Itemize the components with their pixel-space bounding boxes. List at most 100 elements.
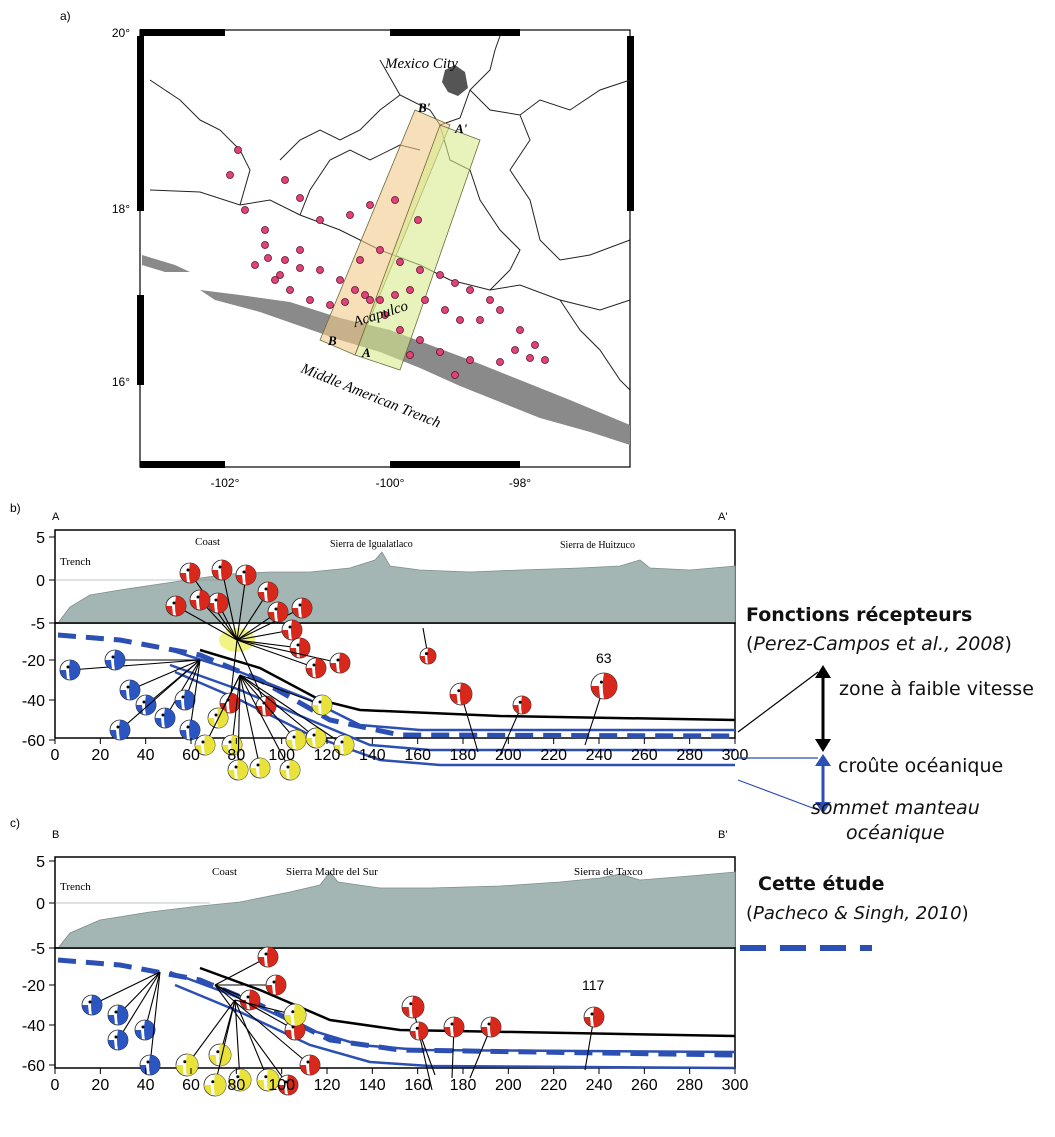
beachball-quadrant <box>411 996 424 1018</box>
x-tick-label: 220 <box>540 747 567 764</box>
beachball-quadrant <box>208 603 215 612</box>
beachball-quadrant <box>82 1005 89 1014</box>
beachball-quadrant <box>591 686 601 698</box>
profile-b-end: A' <box>718 511 727 523</box>
beachball-quadrant <box>275 975 286 995</box>
panel-c-label: c) <box>10 816 20 830</box>
x-tick-label: 40 <box>137 747 155 764</box>
beachball-quadrant <box>229 693 240 713</box>
quake-dot <box>396 326 404 334</box>
beachball-p-axis <box>183 1060 187 1064</box>
beachball-quadrant <box>453 1017 464 1037</box>
oceanic-crust-arrowhead-bottom <box>815 802 831 814</box>
beachball-quadrant <box>175 596 186 616</box>
beachball-p-axis <box>146 1060 150 1064</box>
x-tick-label: 120 <box>314 1077 341 1094</box>
beachball-p-axis <box>415 1026 419 1030</box>
beachball-quadrant <box>213 1074 226 1096</box>
x-tick-label: 80 <box>227 1077 245 1094</box>
beachball-quadrant <box>450 694 458 704</box>
quake-dot <box>296 194 304 202</box>
profile-b-this-study <box>57 632 736 739</box>
beachball-quadrant <box>204 1085 212 1095</box>
beachball-p-axis <box>306 1060 310 1064</box>
beachball-quadrant <box>228 770 235 779</box>
beachball-p-axis <box>286 765 290 769</box>
beachball-p-axis <box>201 740 205 744</box>
profile-c-sierra2-label: Sierra de Taxco <box>574 866 643 878</box>
quake-dot <box>296 264 304 272</box>
beachball-leader <box>239 674 323 706</box>
beachball-leader <box>117 971 161 1041</box>
middle-american-trench <box>200 290 630 445</box>
profile-b-beachballs <box>59 559 618 781</box>
beachball-leader <box>236 639 267 707</box>
x-tick-label: 100 <box>268 1077 295 1094</box>
beachball-p-axis <box>274 607 278 611</box>
y-tick-label: 5 <box>36 530 45 547</box>
quake-dot <box>366 201 374 209</box>
beachball-leader <box>221 569 238 641</box>
beachball-quadrant <box>120 690 127 699</box>
quake-dot <box>346 211 354 219</box>
beachball-quadrant <box>69 660 80 680</box>
beachball-quadrant <box>321 695 332 715</box>
beachball-quadrant <box>108 1015 115 1024</box>
beachball-leader <box>239 674 317 739</box>
beachball-quadrant <box>108 1040 115 1049</box>
x-tick-label: 140 <box>359 1077 386 1094</box>
beachball-quadrant <box>287 1075 298 1095</box>
x-tick-label: 240 <box>586 1077 613 1094</box>
beachball-quadrant <box>521 696 531 714</box>
beachball-p-axis <box>288 625 292 629</box>
beachball-quadrant <box>145 695 156 715</box>
y-tick-label: -20 <box>22 978 45 995</box>
beachball-p-axis <box>196 595 200 599</box>
beachball-p-axis <box>88 1000 92 1004</box>
beachball-quadrant <box>237 760 248 780</box>
beachball-leader <box>412 1006 433 1091</box>
beachball-p-axis <box>450 1022 454 1026</box>
map-label-b-prime: B' <box>417 100 431 115</box>
beachball-p-axis <box>264 587 268 591</box>
beachball-quadrant <box>490 1017 501 1037</box>
profile-c-this-study <box>57 957 736 1058</box>
beachball-p-axis <box>126 685 130 689</box>
lat-label-18: 18° <box>112 202 130 216</box>
beachball-leader <box>189 659 201 731</box>
beachball-p-axis <box>234 765 238 769</box>
beachball-leader <box>164 659 201 719</box>
profile-c-start: B <box>52 829 59 841</box>
profile-c-sierra1-label: Sierra Madre del Sur <box>286 866 378 878</box>
x-tick-label: 180 <box>450 747 477 764</box>
quake-dot <box>356 256 364 264</box>
beachball-quadrant <box>195 745 202 754</box>
beachball-quadrant <box>334 745 341 754</box>
beachball-p-axis <box>186 725 190 729</box>
beachball-p-axis <box>296 643 300 647</box>
beachball-quadrant <box>166 606 173 615</box>
beachball-p-axis <box>599 680 603 684</box>
profile-c-end: B' <box>718 829 727 841</box>
quake-dot <box>391 196 399 204</box>
beachball-quadrant <box>217 708 228 728</box>
quake-dot <box>286 286 294 294</box>
quake-dot <box>414 216 422 224</box>
quake-dot <box>496 306 504 314</box>
oceanic-crust-label: croûte océanique <box>838 755 1004 777</box>
quake-dot <box>241 206 249 214</box>
beachball-quadrant <box>175 700 182 709</box>
quake-dot <box>486 296 494 304</box>
beachball-leader <box>236 639 341 664</box>
beachball-quadrant <box>229 1080 237 1090</box>
beachball-quadrant <box>602 673 617 699</box>
quake-dot <box>351 286 359 294</box>
quake-dot <box>376 296 384 304</box>
profile-c-topography <box>57 871 736 949</box>
x-tick-label: 40 <box>137 1077 155 1094</box>
quake-dot <box>406 286 414 294</box>
quake-dot <box>234 146 242 154</box>
beachball-leader <box>214 999 236 1086</box>
rf-title: Fonctions récepteurs <box>746 604 973 626</box>
panel-a-label: a) <box>60 9 71 23</box>
